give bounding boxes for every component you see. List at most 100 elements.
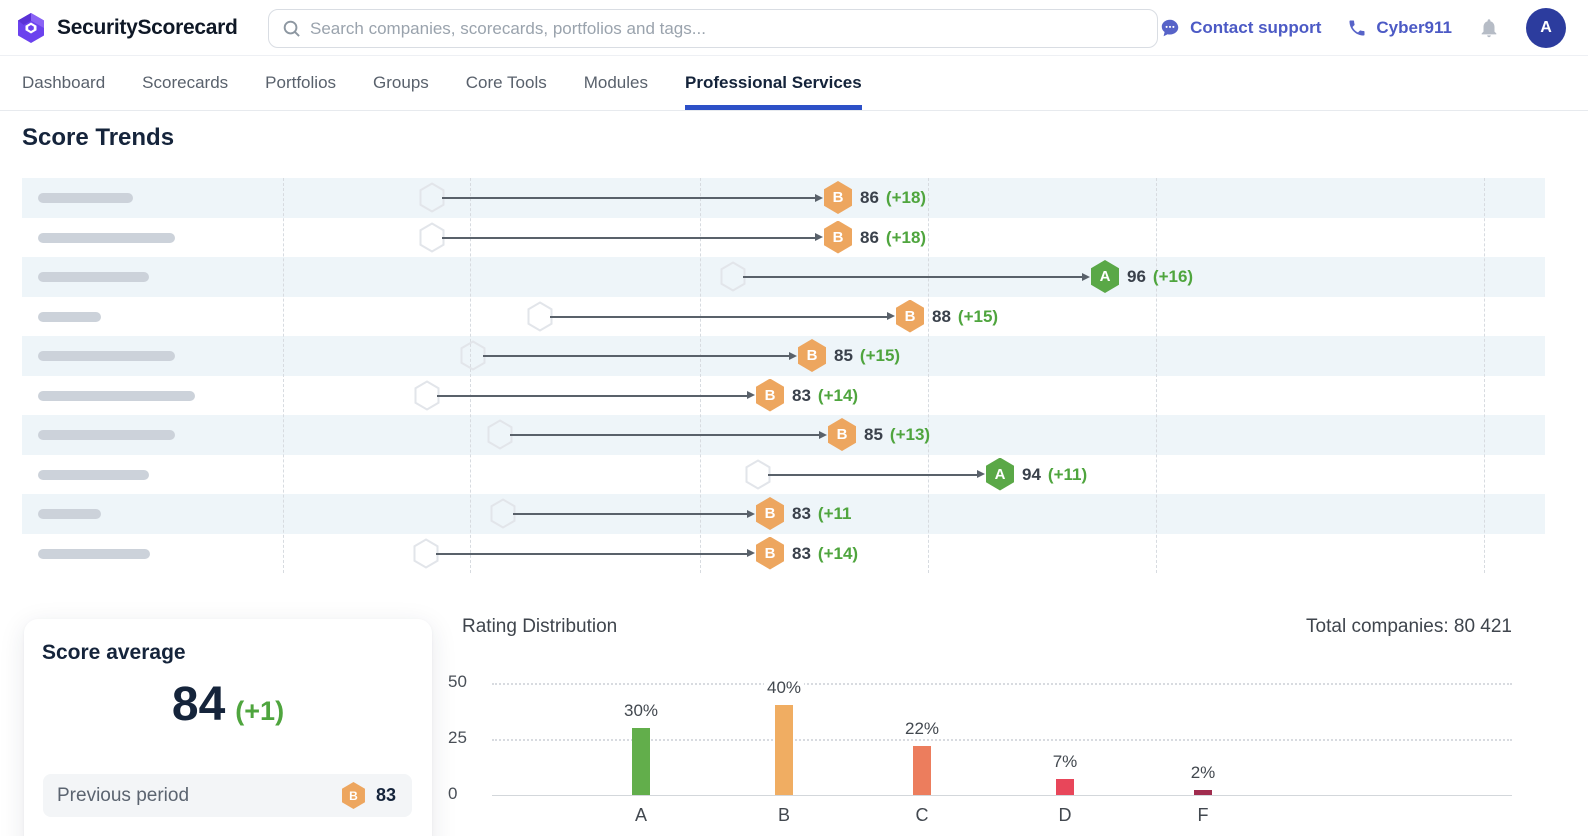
- previous-score-hexagon-outline: [413, 537, 439, 569]
- bar-c: [913, 746, 931, 795]
- bar-value-label: 7%: [1049, 752, 1081, 772]
- trend-row[interactable]: B 83 (+11: [22, 494, 1545, 534]
- score-average-value-row: 84 (+1): [24, 677, 432, 732]
- cyber911-label: Cyber911: [1376, 18, 1452, 37]
- trend-row[interactable]: B 88 (+15): [22, 296, 1545, 336]
- trend-arrow-line: [510, 434, 819, 436]
- trend-gridline: [1156, 178, 1157, 573]
- user-avatar[interactable]: A: [1526, 8, 1566, 48]
- trend-row[interactable]: B 85 (+13): [22, 415, 1545, 455]
- score-and-delta: 86 (+18): [860, 188, 926, 208]
- trend-arrow-head: [1082, 272, 1090, 281]
- trend-arrow-line: [442, 197, 815, 199]
- score-trends-title: Score Trends: [22, 124, 175, 151]
- horizontal-gridline: [492, 683, 1512, 685]
- trend-row[interactable]: B 83 (+14): [22, 375, 1545, 415]
- score-value: 94: [1022, 464, 1041, 484]
- previous-period-row: Previous period B 83: [43, 774, 412, 817]
- horizontal-gridline: [492, 739, 1512, 741]
- score-delta: (+11: [817, 504, 852, 523]
- bar-value-label: 40%: [763, 678, 805, 698]
- search-icon: [282, 19, 301, 38]
- previous-score-hexagon-outline: [487, 419, 513, 450]
- trend-arrow-line: [483, 355, 789, 357]
- contact-support-label: Contact support: [1190, 18, 1322, 37]
- y-axis-tick: 0: [448, 784, 458, 803]
- trend-row[interactable]: B 86 (+18): [22, 217, 1545, 257]
- score-value: 86: [860, 188, 879, 207]
- grade-badge-a: A: [986, 457, 1014, 491]
- trend-row[interactable]: B 85 (+15): [22, 336, 1545, 376]
- trend-row[interactable]: B 86 (+18): [22, 178, 1545, 218]
- y-axis-tick: 25: [448, 728, 467, 747]
- company-name-placeholder: [38, 390, 195, 401]
- trend-gridline: [1484, 178, 1485, 573]
- trend-arrow-line: [513, 513, 747, 515]
- score-value: 88: [932, 306, 951, 326]
- bar-category-label: C: [915, 805, 929, 825]
- score-value: 85: [864, 425, 883, 444]
- company-name-placeholder: [38, 548, 150, 559]
- phone-icon: [1347, 18, 1367, 38]
- score-value: 86: [860, 227, 879, 247]
- notifications-bell-icon[interactable]: [1478, 17, 1500, 39]
- cyber911-link[interactable]: Cyber911: [1347, 18, 1452, 38]
- nav-tab-dashboard[interactable]: Dashboard: [22, 73, 106, 92]
- score-delta: (+13): [889, 425, 931, 444]
- topbar-actions: Contact support Cyber911 A: [1159, 0, 1566, 56]
- score-average-value: 84: [171, 678, 226, 731]
- rating-distribution-title: Rating Distribution: [462, 616, 618, 637]
- grade-badge-b: B: [824, 181, 852, 214]
- score-and-delta: 96 (+16): [1127, 267, 1193, 287]
- company-name-placeholder: [38, 232, 175, 243]
- score-delta: (+11): [1047, 464, 1088, 484]
- nav-tab-groups[interactable]: Groups: [373, 73, 429, 92]
- trend-arrow-line: [550, 315, 887, 318]
- score-delta: (+15): [957, 306, 999, 326]
- bar-d: [1056, 779, 1074, 795]
- trend-row[interactable]: A 94 (+11): [22, 454, 1545, 494]
- bar-category-label: B: [777, 805, 791, 825]
- previous-score-hexagon-outline: [527, 300, 553, 332]
- trend-arrow-head: [747, 509, 755, 518]
- topbar: SecurityScorecard Contact support: [0, 0, 1588, 56]
- previous-score-hexagon-outline: [745, 458, 771, 490]
- score-average-card: Score average 84 (+1) Previous period B …: [24, 619, 432, 836]
- score-and-delta: 94 (+11): [1022, 465, 1087, 485]
- score-average-delta: (+1): [235, 696, 285, 726]
- trend-row[interactable]: A 96 (+16): [22, 257, 1545, 297]
- search-input[interactable]: [310, 18, 1110, 39]
- total-companies-label: Total companies: 80 421: [1306, 616, 1512, 637]
- score-and-delta: 85 (+13): [864, 425, 930, 445]
- score-and-delta: 83 (+11: [792, 504, 851, 524]
- trend-row[interactable]: B 83 (+14): [22, 533, 1545, 573]
- bar-category-label: F: [1197, 805, 1209, 825]
- chat-bubble-icon: [1159, 17, 1181, 39]
- score-value: 85: [834, 346, 853, 365]
- previous-period-score: B 83: [341, 782, 396, 809]
- score-delta: (+16): [1152, 267, 1194, 286]
- company-name-placeholder: [38, 469, 149, 480]
- brand-name: SecurityScorecard: [57, 15, 238, 39]
- contact-support-link[interactable]: Contact support: [1159, 17, 1321, 39]
- bar-value-label: 22%: [901, 719, 943, 739]
- nav-tab-professional-services[interactable]: Professional Services: [685, 57, 862, 110]
- trend-arrow-line: [743, 276, 1082, 278]
- nav-tab-scorecards[interactable]: Scorecards: [142, 73, 229, 92]
- previous-period-label: Previous period: [57, 784, 190, 806]
- bar-b: [775, 705, 793, 795]
- score-value: 83: [792, 543, 811, 563]
- previous-score-value: 83: [375, 785, 396, 805]
- previous-score-hexagon-outline: [720, 261, 746, 292]
- trend-arrow-line: [437, 394, 747, 397]
- trend-arrow-head: [747, 391, 755, 399]
- trend-arrow-line: [768, 473, 977, 476]
- company-name-placeholder: [38, 272, 149, 282]
- nav-tab-core-tools[interactable]: Core Tools: [465, 73, 547, 92]
- bar-category-label: A: [634, 805, 648, 825]
- brand[interactable]: SecurityScorecard: [0, 11, 250, 45]
- nav-tab-portfolios[interactable]: Portfolios: [265, 73, 337, 92]
- nav-tab-modules[interactable]: Modules: [583, 73, 648, 92]
- previous-score-hexagon-outline: [419, 182, 445, 213]
